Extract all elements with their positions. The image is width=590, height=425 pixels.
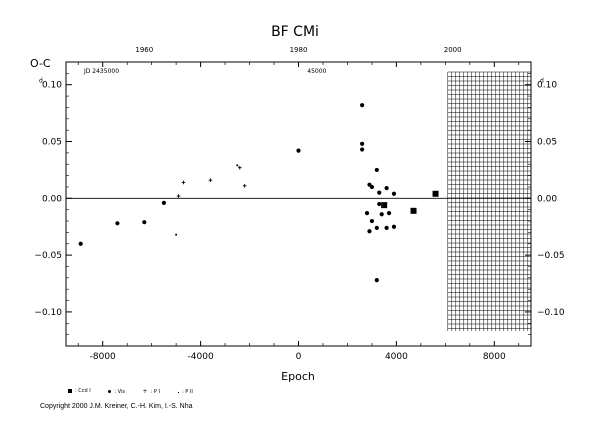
legend-pi: +: P I xyxy=(143,388,160,395)
square-marker-icon xyxy=(68,389,72,393)
x-tick-label: 0 xyxy=(296,352,302,362)
axis-ticks: -8000 -4000 0 4000 8000 1960 1980 2000 45000 −0.1… xyxy=(34,46,564,362)
vis-point xyxy=(369,218,375,224)
y-tick-label: 0.10 xyxy=(42,81,62,91)
vis-point xyxy=(360,103,365,108)
x-tick-label: -8000 xyxy=(90,352,116,362)
vis-point xyxy=(384,225,389,230)
copyright-text: Copyright 2000 J.M. Kreiner, C.-H. Kim, … xyxy=(40,403,193,410)
vis-point xyxy=(364,210,370,216)
pi-point xyxy=(208,178,213,182)
ccd-point xyxy=(410,207,417,214)
vis-point xyxy=(115,221,120,226)
y-tick-label: 0.00 xyxy=(42,194,62,204)
data-points xyxy=(78,103,439,283)
y-axis-label: O-C xyxy=(30,57,51,70)
y-unit-right: d xyxy=(540,78,544,85)
legend-label-pi: : P I xyxy=(150,388,160,395)
vis-point xyxy=(377,190,382,195)
pi-point xyxy=(181,180,186,185)
vis-point xyxy=(374,225,379,230)
dot-marker-icon xyxy=(108,390,112,393)
legend-label-ccd: : Ccd I xyxy=(75,388,91,394)
legend-ccd: : Ccd I xyxy=(68,388,91,394)
pi-point xyxy=(176,194,181,198)
vis-point xyxy=(367,229,372,234)
top-year-label: 1960 xyxy=(135,46,153,54)
y-unit-left: d xyxy=(39,78,43,85)
vis-point xyxy=(391,224,397,229)
vis-point xyxy=(377,201,382,207)
top-jd-tick-label: 45000 xyxy=(307,68,326,75)
y-tick-label-right: −0.05 xyxy=(537,251,565,261)
y-tick-label: −0.10 xyxy=(34,308,62,318)
pi-point xyxy=(242,184,247,188)
pii-point xyxy=(236,164,239,167)
jd-label: JD 2435000 xyxy=(83,68,119,75)
legend-vis: : Vis xyxy=(108,389,125,395)
x-tick-label: 4000 xyxy=(385,352,408,362)
vis-point xyxy=(360,147,365,152)
hatched-region xyxy=(447,71,531,331)
legend-label-pii: : P II xyxy=(182,389,193,396)
legend: : Ccd I : Vis +: P I : P II xyxy=(68,388,209,395)
vis-point xyxy=(360,141,365,146)
chart-title: BF CMi xyxy=(271,24,319,40)
vis-point xyxy=(386,210,392,216)
y-tick-label: 0.05 xyxy=(42,138,62,148)
top-year-label: 2000 xyxy=(444,46,462,54)
vis-point xyxy=(391,191,397,196)
vis-point xyxy=(374,167,379,173)
y-tick-label-right: 0.05 xyxy=(537,138,557,148)
pii-point xyxy=(175,233,178,236)
vis-point xyxy=(161,200,166,205)
tiny-marker-icon xyxy=(177,391,180,393)
vis-point xyxy=(369,184,375,190)
legend-pii: : P II xyxy=(177,389,193,396)
y-tick-label-right: −0.10 xyxy=(537,308,565,318)
ccd-point xyxy=(432,190,439,197)
plot-frame xyxy=(65,61,532,347)
x-axis-label: Epoch xyxy=(281,370,315,383)
top-year-label: 1980 xyxy=(290,46,308,54)
vis-point xyxy=(374,278,379,283)
ccd-point xyxy=(381,202,388,209)
y-tick-label-right: 0.10 xyxy=(537,81,557,91)
y-tick-label-right: 0.00 xyxy=(537,194,557,204)
vis-point xyxy=(78,241,83,246)
legend-label-vis: : Vis xyxy=(114,388,125,395)
y-tick-label: −0.05 xyxy=(34,251,62,261)
vis-point xyxy=(384,185,389,191)
x-tick-label: -4000 xyxy=(188,352,214,362)
vis-point xyxy=(142,220,147,225)
x-tick-label: 8000 xyxy=(483,352,506,362)
vis-point xyxy=(296,148,301,153)
pi-point xyxy=(237,165,242,170)
vis-point xyxy=(379,212,384,217)
plus-marker-icon: + xyxy=(142,388,148,395)
